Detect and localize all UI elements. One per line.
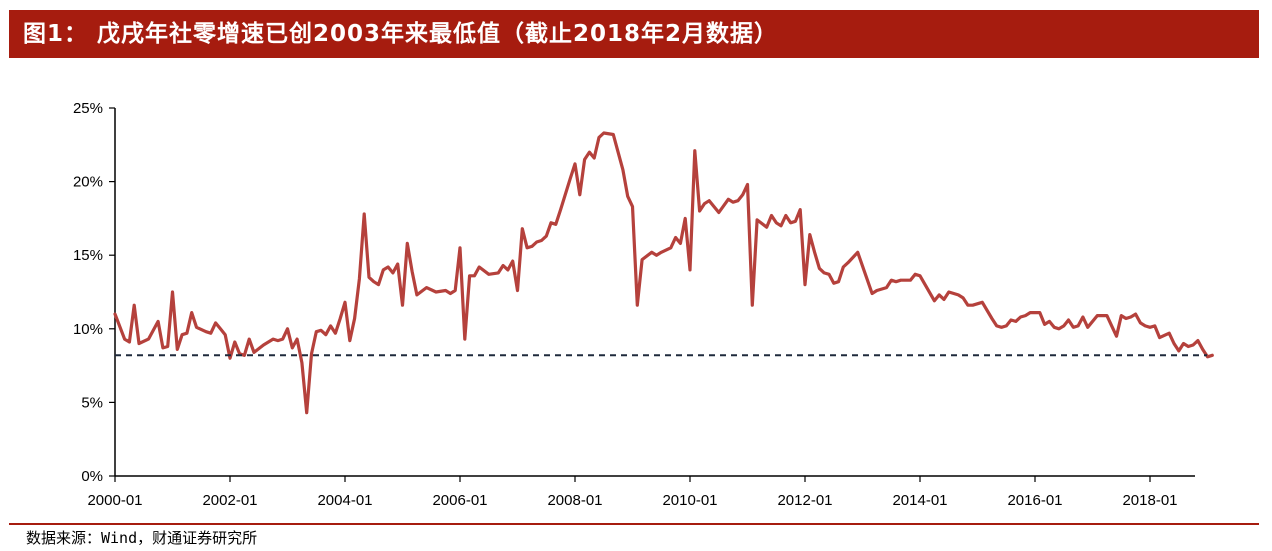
y-tick-label: 15% [73, 247, 103, 264]
chart-ticks: 0% 5% 10% 15% 20% 25% 2000-01 2002-01 2004-01 200… [73, 100, 1178, 509]
y-tick-label: 0% [81, 468, 103, 485]
x-tick-label: 2008-01 [547, 492, 602, 509]
y-tick-label: 10% [73, 321, 103, 338]
x-tick-label: 2018-01 [1122, 492, 1177, 509]
x-tick-label: 2016-01 [1007, 492, 1062, 509]
chart-axes [114, 108, 1195, 477]
footer-divider [9, 523, 1259, 525]
y-tick-label: 25% [73, 100, 103, 117]
x-tick-label: 2004-01 [317, 492, 372, 509]
x-tick-label: 2006-01 [432, 492, 487, 509]
x-tick-label: 2012-01 [777, 492, 832, 509]
x-tick-label: 2000-01 [87, 492, 142, 509]
x-tick-label: 2002-01 [202, 492, 257, 509]
title-bar: 图1： 戊戌年社零增速已创2003年来最低值（截止2018年2月数据） [9, 10, 1259, 58]
chart-series [113, 131, 1214, 415]
y-tick-label: 5% [81, 394, 103, 411]
x-tick-label: 2010-01 [662, 492, 717, 509]
series-line [113, 131, 1214, 415]
data-source-note: 数据来源：Wind，财通证券研究所 [26, 529, 258, 547]
x-tick-label: 2014-01 [892, 492, 947, 509]
chart-title: 图1： 戊戌年社零增速已创2003年来最低值（截止2018年2月数据） [23, 21, 779, 47]
y-tick-label: 20% [73, 174, 103, 191]
